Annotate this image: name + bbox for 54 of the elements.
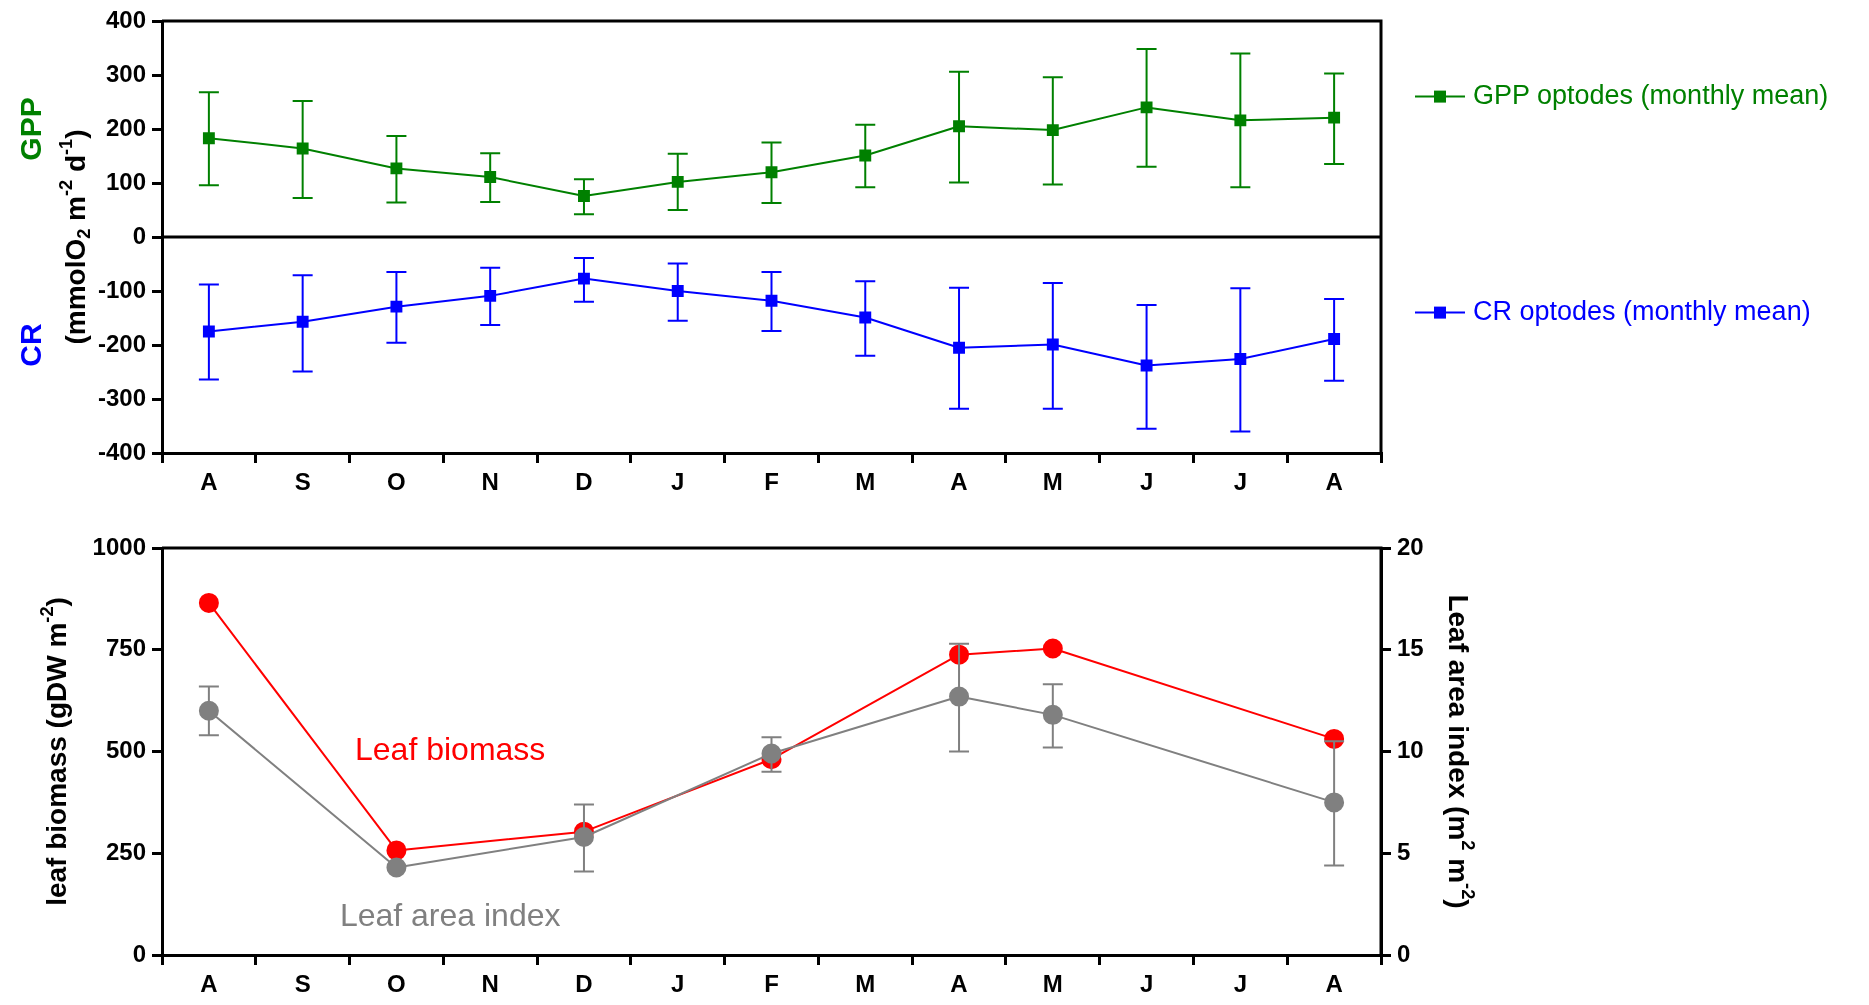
y-tick-label: -300 — [97, 383, 146, 411]
x-tick-label: M — [1042, 468, 1063, 496]
series-label: Leaf area index — [339, 897, 561, 934]
x-tick-label: O — [387, 468, 406, 496]
x-tick-label: D — [575, 970, 593, 998]
y-tick-label: 200 — [105, 113, 146, 141]
x-tick-label: J — [1233, 468, 1248, 496]
y-tick-label: 400 — [105, 5, 146, 33]
x-tick-label: M — [855, 970, 876, 998]
x-tick-label: S — [294, 468, 311, 496]
x-tick-label: F — [764, 468, 779, 496]
y2-tick-label: 5 — [1397, 837, 1411, 865]
text: CR — [14, 323, 48, 367]
x-tick-label: O — [387, 970, 406, 998]
x-tick-label: M — [1042, 970, 1063, 998]
y-tick-label: -100 — [97, 275, 146, 303]
y-tick-label: 500 — [105, 736, 146, 764]
y-tick-label: 0 — [132, 939, 146, 967]
y2-axis-title: Leaf area index (m2 m-2) — [1443, 594, 1478, 909]
x-tick-label: A — [200, 468, 218, 496]
x-tick-label: M — [855, 468, 876, 496]
y-tick-label: 300 — [105, 59, 146, 87]
y2-tick-label: 20 — [1397, 532, 1424, 560]
y2-tick-label: 0 — [1397, 939, 1411, 967]
x-tick-label: J — [671, 468, 685, 496]
x-tick-label: J — [1139, 970, 1154, 998]
x-tick-label: A — [950, 970, 968, 998]
y-axis-title: leaf biomass (gDW m-2) — [37, 597, 72, 906]
x-tick-label: F — [764, 970, 779, 998]
legend-label: CR optodes (monthly mean) — [1473, 296, 1811, 327]
y-axis-title: (mmolO2 m-2 d-1) — [56, 129, 95, 345]
x-tick-label: A — [200, 970, 218, 998]
x-tick-label: D — [575, 468, 593, 496]
y2-tick-label: 15 — [1397, 634, 1424, 662]
y-tick-label: 750 — [105, 634, 146, 662]
text: GPP — [14, 97, 48, 161]
x-tick-label: A — [1325, 468, 1343, 496]
y2-tick-label: 10 — [1397, 736, 1424, 764]
x-tick-label: J — [1139, 468, 1154, 496]
x-tick-label: J — [671, 970, 685, 998]
y-tick-label: 100 — [105, 167, 146, 195]
x-tick-label: J — [1233, 970, 1248, 998]
x-tick-label: A — [1325, 970, 1343, 998]
y-tick-label: 250 — [105, 837, 146, 865]
x-tick-label: N — [481, 970, 499, 998]
x-tick-label: S — [294, 970, 311, 998]
y-tick-label: -400 — [97, 437, 146, 465]
series-label: Leaf biomass — [355, 730, 546, 767]
x-tick-label: N — [481, 468, 499, 496]
y-tick-label: -200 — [97, 329, 146, 357]
x-tick-label: A — [950, 468, 968, 496]
y-tick-label: 0 — [132, 221, 146, 249]
y-tick-label: 1000 — [92, 532, 146, 560]
legend-label: GPP optodes (monthly mean) — [1473, 80, 1829, 111]
